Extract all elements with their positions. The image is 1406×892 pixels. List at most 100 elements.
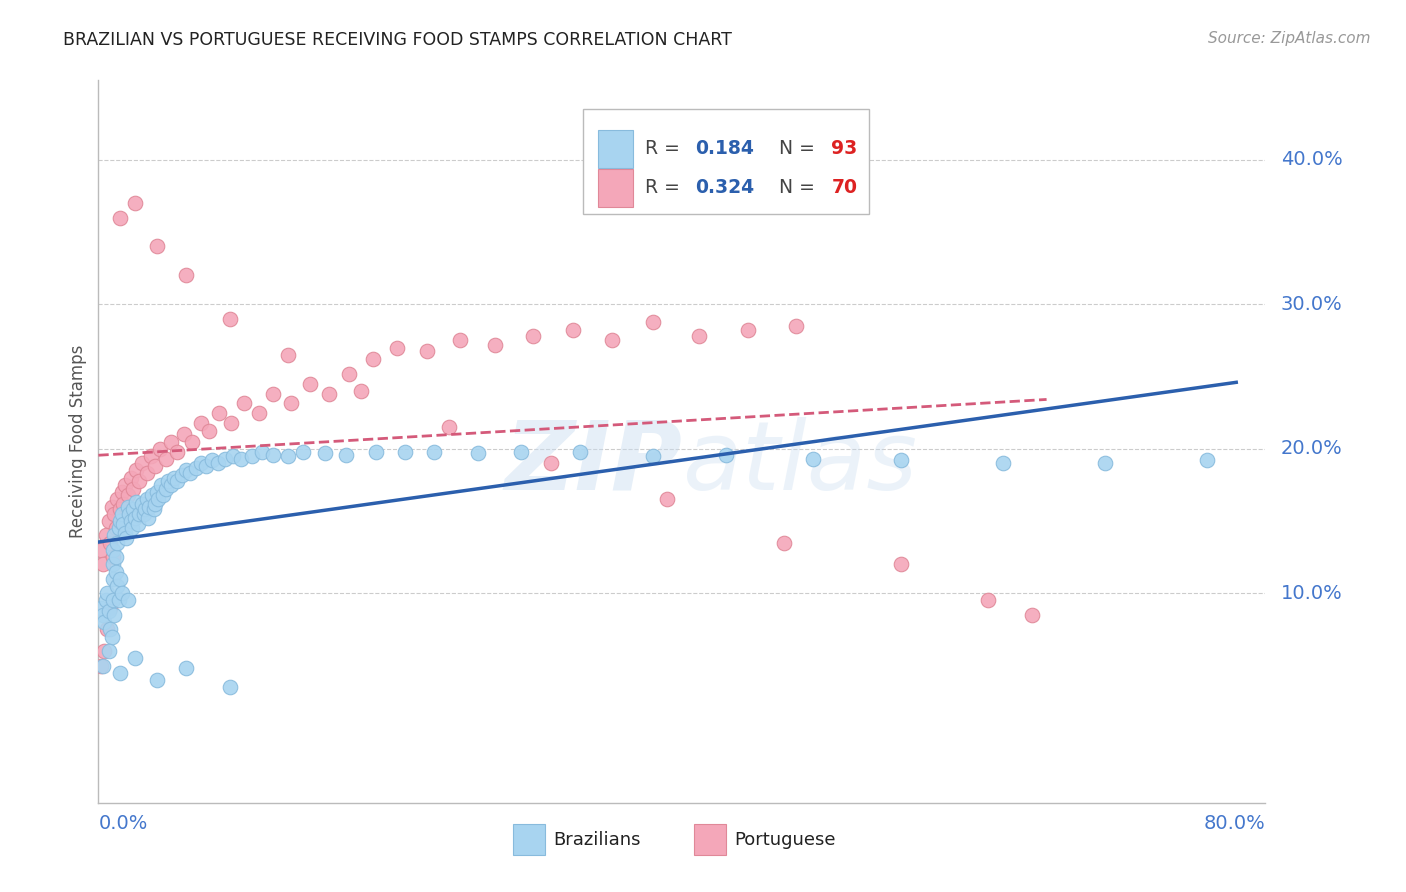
Point bbox=[101, 550, 124, 565]
Point bbox=[280, 395, 302, 409]
Point bbox=[163, 471, 186, 485]
Point bbox=[657, 492, 679, 507]
Point bbox=[155, 451, 177, 466]
Text: 40.0%: 40.0% bbox=[1281, 150, 1343, 169]
Point bbox=[170, 467, 193, 482]
Point bbox=[117, 500, 139, 514]
Point bbox=[146, 673, 169, 687]
Point bbox=[160, 434, 183, 449]
Point bbox=[90, 658, 112, 673]
Text: atlas: atlas bbox=[682, 417, 917, 509]
Text: N =: N = bbox=[768, 139, 821, 159]
Point bbox=[180, 434, 202, 449]
Point bbox=[135, 492, 157, 507]
Point bbox=[125, 495, 148, 509]
Point bbox=[143, 459, 166, 474]
Point bbox=[97, 604, 120, 618]
Point bbox=[186, 460, 208, 475]
Point bbox=[262, 448, 284, 462]
Point bbox=[103, 507, 125, 521]
Point bbox=[125, 463, 148, 477]
Point bbox=[110, 514, 132, 528]
Point bbox=[97, 514, 120, 528]
Point bbox=[131, 456, 153, 470]
Point bbox=[160, 478, 183, 492]
Point bbox=[127, 516, 149, 531]
Point bbox=[124, 511, 146, 525]
Point bbox=[118, 507, 141, 521]
Point bbox=[100, 630, 122, 644]
Point bbox=[110, 572, 132, 586]
Point bbox=[134, 502, 156, 516]
Point bbox=[991, 456, 1014, 470]
Point bbox=[110, 665, 132, 680]
Point bbox=[108, 593, 131, 607]
Text: Portuguese: Portuguese bbox=[734, 830, 837, 848]
Point bbox=[131, 497, 153, 511]
Point bbox=[277, 348, 299, 362]
Text: 20.0%: 20.0% bbox=[1281, 439, 1343, 458]
Point bbox=[394, 444, 416, 458]
Point bbox=[97, 644, 120, 658]
Text: Source: ZipAtlas.com: Source: ZipAtlas.com bbox=[1208, 31, 1371, 46]
Point bbox=[218, 680, 240, 694]
Point bbox=[101, 593, 124, 607]
Point bbox=[240, 449, 263, 463]
Bar bbox=[693, 824, 727, 855]
Point bbox=[688, 329, 710, 343]
Point bbox=[335, 448, 357, 462]
Point bbox=[1195, 453, 1218, 467]
Point bbox=[98, 535, 121, 549]
Text: N =: N = bbox=[768, 178, 821, 197]
Point bbox=[150, 478, 173, 492]
Point bbox=[91, 658, 114, 673]
Point bbox=[387, 341, 409, 355]
Point bbox=[135, 467, 157, 481]
Point bbox=[195, 459, 218, 474]
Point bbox=[155, 482, 177, 496]
Text: 10.0%: 10.0% bbox=[1281, 583, 1343, 603]
Point bbox=[110, 211, 132, 225]
Point bbox=[112, 497, 135, 511]
Point bbox=[96, 623, 118, 637]
Point bbox=[114, 478, 136, 492]
Point bbox=[124, 196, 146, 211]
Point bbox=[449, 334, 471, 348]
Point bbox=[1094, 456, 1116, 470]
Point bbox=[142, 502, 165, 516]
Point bbox=[214, 451, 236, 466]
Point bbox=[124, 651, 146, 665]
Point bbox=[600, 334, 623, 348]
Text: R =: R = bbox=[644, 178, 686, 197]
Point bbox=[568, 444, 591, 458]
Point bbox=[104, 550, 127, 565]
Text: 30.0%: 30.0% bbox=[1281, 294, 1343, 314]
Point bbox=[174, 661, 197, 675]
Point bbox=[250, 444, 273, 458]
Point bbox=[111, 507, 134, 521]
Point bbox=[233, 395, 256, 409]
Point bbox=[291, 444, 314, 458]
Point bbox=[121, 521, 143, 535]
Text: R =: R = bbox=[644, 139, 686, 159]
Point bbox=[337, 367, 360, 381]
Bar bbox=[598, 130, 633, 168]
Point bbox=[149, 442, 172, 456]
Point bbox=[314, 446, 336, 460]
Point bbox=[350, 384, 373, 398]
Point bbox=[117, 593, 139, 607]
Point bbox=[179, 467, 201, 481]
Point bbox=[93, 644, 115, 658]
Point bbox=[641, 449, 664, 463]
Point bbox=[890, 453, 912, 467]
Point bbox=[104, 565, 127, 579]
Point bbox=[101, 572, 124, 586]
Point bbox=[190, 416, 212, 430]
Point bbox=[138, 500, 160, 514]
Point bbox=[90, 600, 112, 615]
Point bbox=[91, 607, 114, 622]
Text: Brazilians: Brazilians bbox=[554, 830, 641, 848]
Point bbox=[98, 623, 121, 637]
Point bbox=[510, 444, 533, 458]
Text: 80.0%: 80.0% bbox=[1204, 814, 1265, 833]
